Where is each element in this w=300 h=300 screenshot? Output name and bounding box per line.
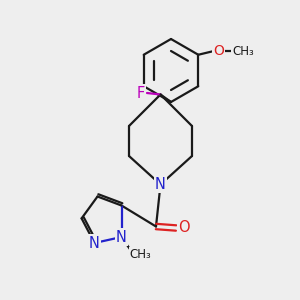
Text: N: N: [89, 236, 100, 250]
Text: O: O: [178, 220, 190, 236]
Text: CH₃: CH₃: [232, 45, 254, 58]
Text: F: F: [137, 85, 145, 100]
Text: N: N: [116, 230, 127, 244]
Text: O: O: [213, 44, 224, 58]
Text: CH₃: CH₃: [130, 248, 151, 261]
Text: N: N: [155, 177, 166, 192]
